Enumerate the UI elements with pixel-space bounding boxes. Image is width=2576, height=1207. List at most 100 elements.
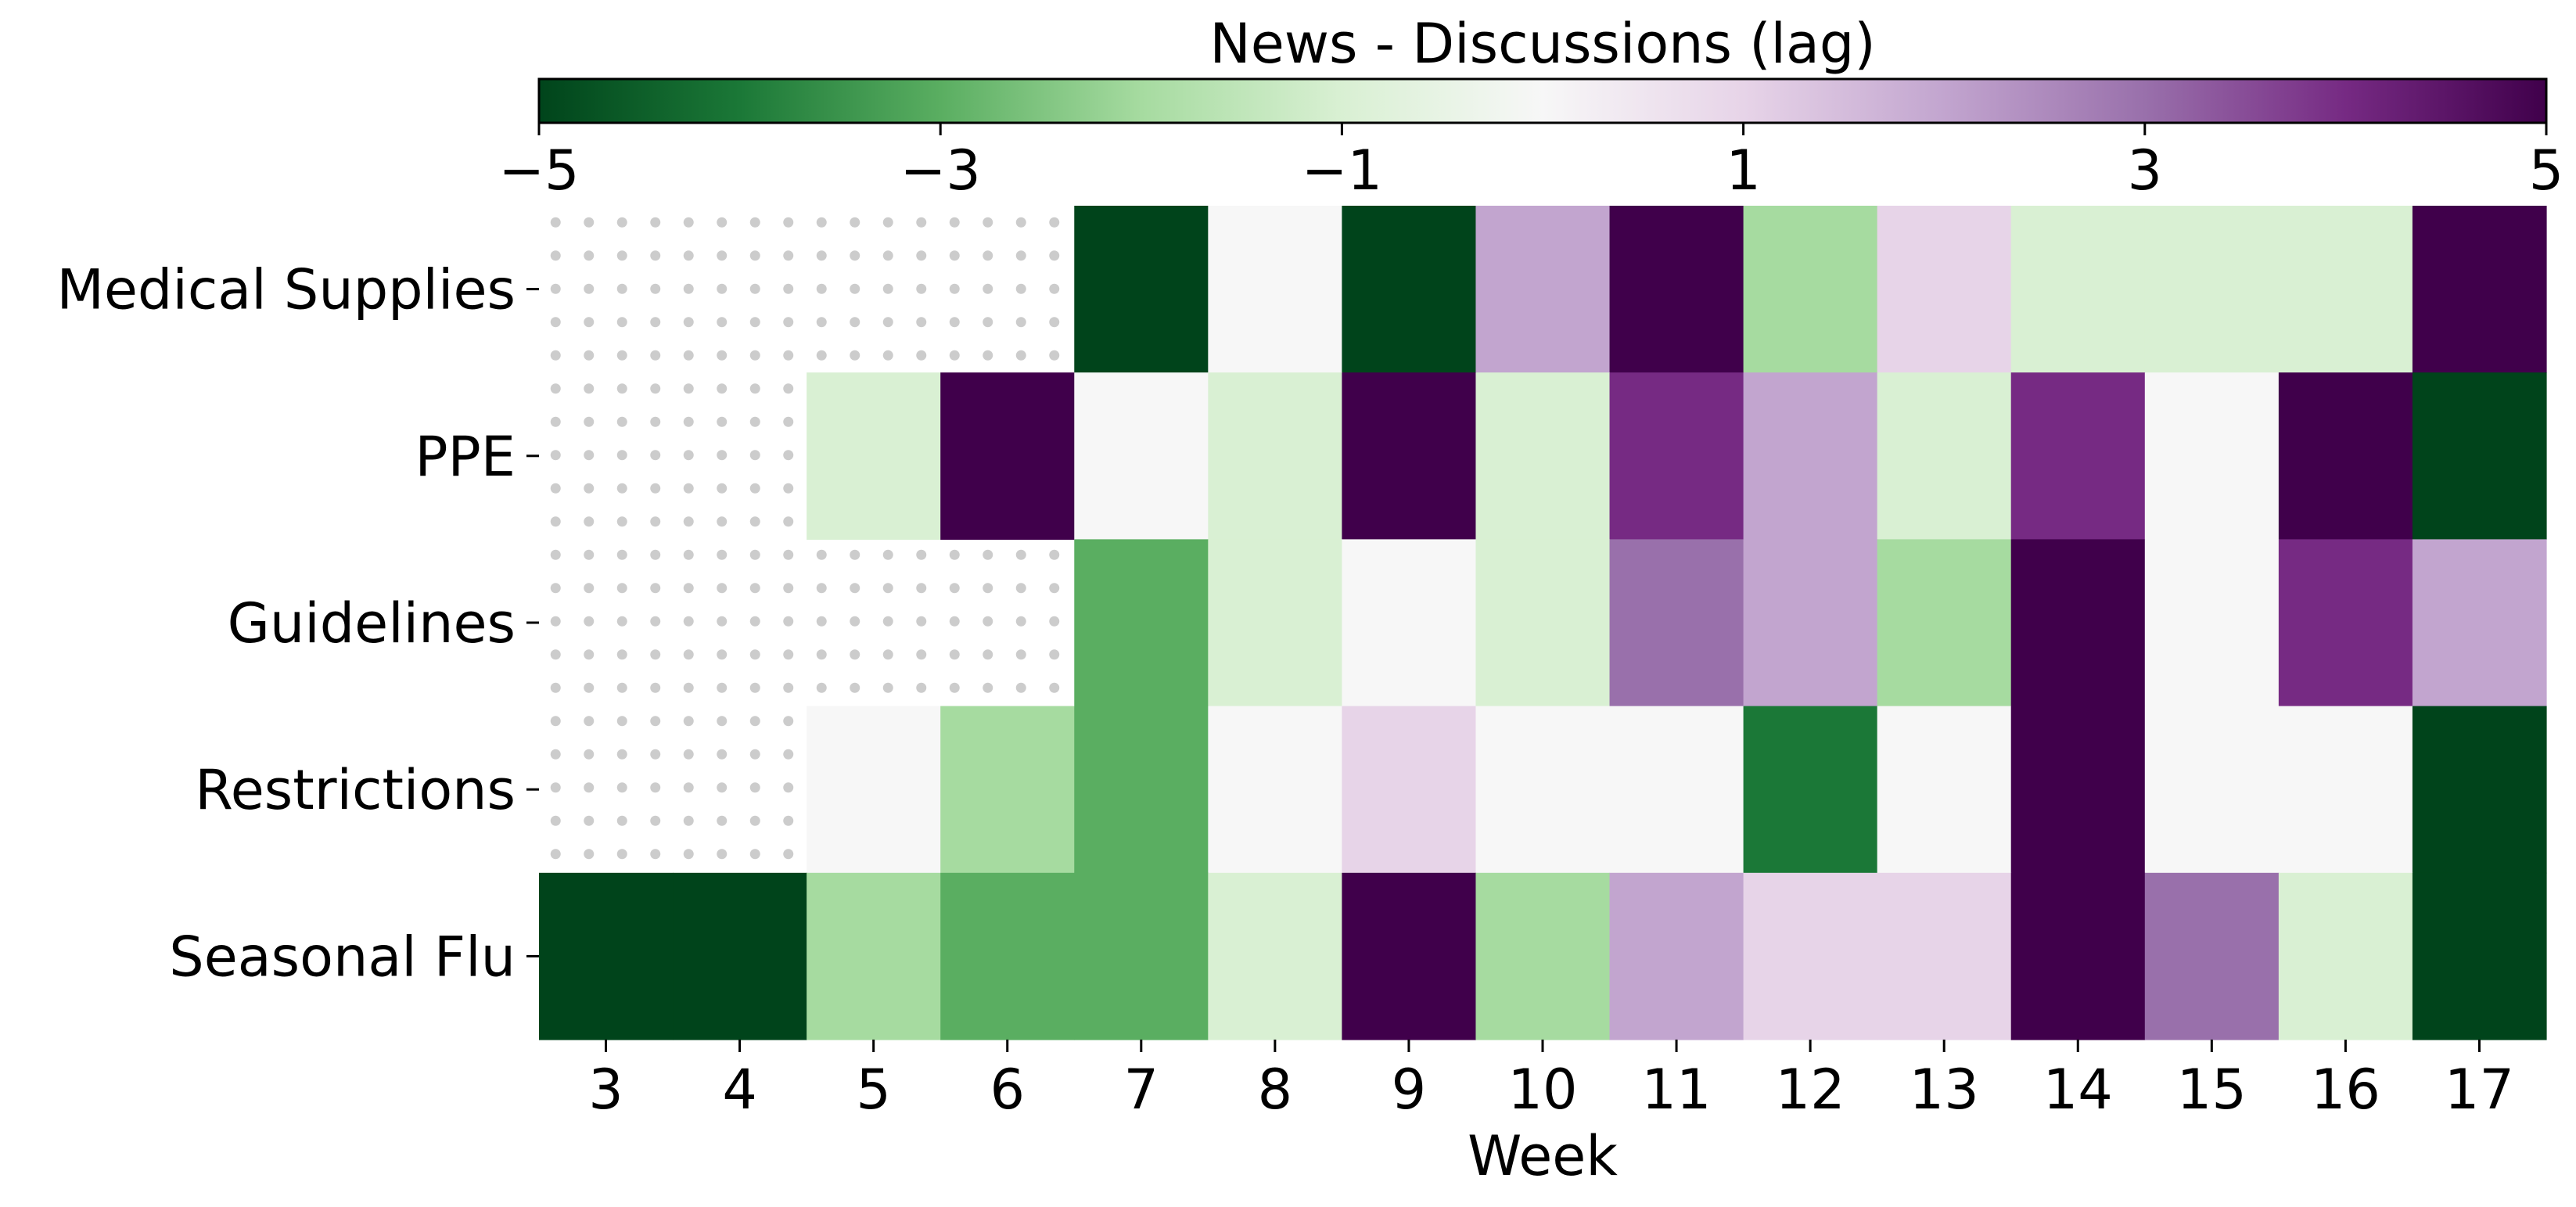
heatmap-cell [1877,706,2012,874]
heatmap-cell [2144,206,2280,373]
colorbar-tick-label: 3 [2128,138,2163,203]
heatmap-cell [1743,206,1878,373]
x-tick-label: 13 [1910,1058,1979,1122]
x-tick-label: 9 [1392,1058,1427,1122]
heatmap-cell [2278,372,2413,540]
colorbar-tick-label: 1 [1726,138,1761,203]
heatmap-cell [807,706,941,874]
heatmap-cell [1877,372,2012,540]
heatmap-cell [1074,872,1209,1040]
heatmap-cell [1475,372,1611,540]
heatmap-cell [673,872,807,1040]
x-tick-label: 10 [1507,1058,1577,1122]
heatmap-cell [1342,872,1477,1040]
heatmap-cell [1074,539,1209,707]
heatmap-cell [1074,206,1209,373]
heatmap-cell-missing [807,539,941,707]
heatmap-cell-missing [940,539,1075,707]
heatmap-cell-missing [807,206,941,373]
x-tick-label: 7 [1124,1058,1159,1122]
heatmap-cell [2412,872,2547,1040]
heatmap-cell [1074,372,1209,540]
heatmap-cell [2412,706,2547,874]
y-axis-ticks: Medical Supplies PPE Guidelines Restriction… [56,258,539,989]
heatmap-cell-missing [673,706,807,874]
heatmap-cell [2278,872,2413,1040]
heatmap-cell [1475,872,1611,1040]
heatmap-cell [940,872,1075,1040]
heatmap-cell-missing [673,206,807,373]
colorbar-label: News - Discussions (lag) [1209,12,1875,76]
heatmap-cell [1609,539,1744,707]
heatmap-cell [1743,872,1878,1040]
heatmap-cell [2278,206,2413,373]
heatmap-cell [2412,372,2547,540]
heatmap-cell-missing [673,539,807,707]
x-tick-label: 15 [2177,1058,2247,1122]
heatmap-cell [807,872,941,1040]
heatmap-cell [2010,539,2146,707]
heatmap-cells [539,206,2547,1040]
heatmap-cell [1609,872,1744,1040]
heatmap-cell [2010,706,2146,874]
x-tick-label: 4 [722,1058,757,1122]
y-tick-label: Seasonal Flu [169,925,516,989]
x-tick-label: 12 [1776,1058,1845,1122]
heatmap-cell [1475,206,1611,373]
heatmap-cell [940,372,1075,540]
heatmap-cell [1208,872,1342,1040]
colorbar-tick-label: −3 [900,138,981,203]
x-tick-label: 14 [2043,1058,2113,1122]
heatmap-cell [1208,206,1342,373]
heatmap-cell [2010,206,2146,373]
x-tick-label: 11 [1642,1058,1712,1122]
heatmap-cell [1208,706,1342,874]
heatmap-cell [2144,706,2280,874]
colorbar-gradient [537,77,2548,124]
heatmap-cell [1743,372,1878,540]
heatmap-cell [1877,539,2012,707]
heatmap-cell [1475,539,1611,707]
heatmap-cell [1208,372,1342,540]
x-tick-label: 6 [990,1058,1025,1122]
heatmap-cell [539,872,674,1040]
heatmap-cell [1475,706,1611,874]
heatmap-cell-missing [539,372,674,540]
heatmap-cell [1609,706,1744,874]
y-tick-label: Restrictions [195,758,516,822]
x-tick-label: 3 [588,1058,623,1122]
x-axis-ticks: 3 4 5 6 7 8 9 10 11 12 13 14 15 16 17 [588,1040,2514,1122]
heatmap-cell [1609,206,1744,373]
heatmap-cell [1609,372,1744,540]
colorbar-tick-label: −1 [1302,138,1382,203]
heatmap-cell [1074,706,1209,874]
heatmap-cell [2010,372,2146,540]
heatmap-cell [2010,872,2146,1040]
heatmap-cell-missing [539,539,674,707]
x-tick-label: 8 [1258,1058,1293,1122]
heatmap-cell-missing [539,206,674,373]
colorbar-tick-label: 5 [2529,138,2564,203]
x-tick-label: 17 [2445,1058,2514,1122]
heatmap-cell [1743,706,1878,874]
heatmap-cell [807,372,941,540]
colorbar-ticks: −5 −3 −1 1 3 5 [498,123,2563,203]
heatmap-cell [1877,872,2012,1040]
heatmap-cell [2144,539,2280,707]
x-axis-label: Week [1468,1124,1618,1188]
heatmap-cell-missing [940,206,1075,373]
heatmap-cell [1342,372,1477,540]
heatmap-cell [2412,539,2547,707]
x-tick-label: 16 [2311,1058,2380,1122]
heatmap-cell [1208,539,1342,707]
colorbar-tick-label: −5 [498,138,579,203]
y-tick-label: Medical Supplies [56,258,516,322]
heatmap-cell [2278,706,2413,874]
y-tick-label: PPE [415,425,516,489]
heatmap-cell [1342,706,1477,874]
heatmap-cell-missing [673,372,807,540]
heatmap-cell-missing [539,706,674,874]
heatmap-cell [1342,539,1477,707]
heatmap-cell [1877,206,2012,373]
